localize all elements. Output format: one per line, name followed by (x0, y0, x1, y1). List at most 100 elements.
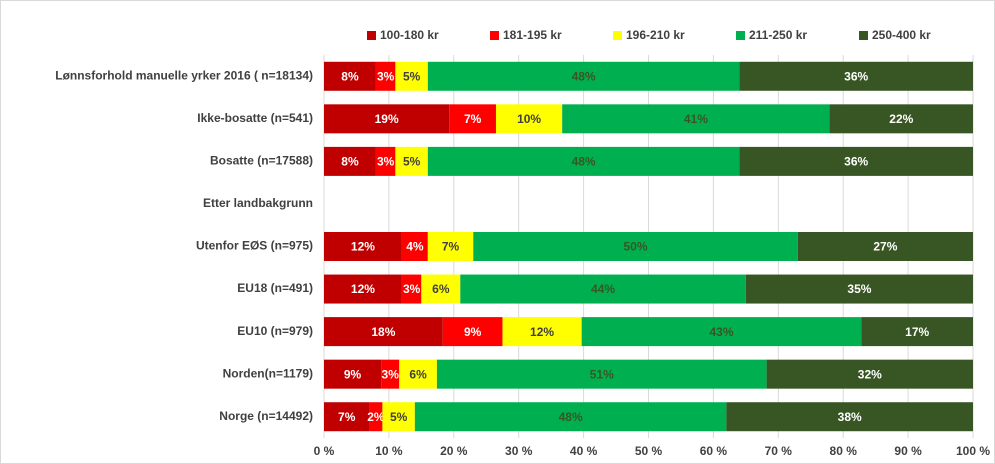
x-tick-label: 20 % (440, 444, 468, 458)
y-tick-label: EU18 (n=491) (237, 281, 313, 295)
data-label: 8% (341, 155, 359, 169)
data-label: 48% (572, 155, 596, 169)
bar-segment (369, 402, 383, 432)
data-label: 3% (382, 367, 400, 381)
bar-segment (739, 146, 973, 176)
bar-segment (427, 146, 740, 176)
data-label: 48% (559, 410, 583, 424)
data-label: 7% (442, 240, 460, 254)
bar-segment (766, 359, 973, 389)
x-tick-label: 0 % (314, 444, 335, 458)
data-label: 17% (905, 325, 929, 339)
bar-segment (442, 317, 503, 347)
x-tick-label: 10 % (375, 444, 403, 458)
bar-segment (401, 274, 422, 304)
data-label: 12% (530, 325, 554, 339)
data-label: 3% (377, 155, 395, 169)
bar-segment (324, 61, 376, 91)
legend-swatch (367, 31, 376, 40)
bar-segment (436, 359, 767, 389)
bar-segment (745, 274, 973, 304)
data-label: 5% (403, 69, 421, 83)
x-tick-label: 60 % (700, 444, 728, 458)
legend-label: 250-400 kr (872, 28, 931, 42)
data-label: 19% (375, 112, 399, 126)
bar-segment (375, 61, 396, 91)
bar-segment (449, 104, 496, 134)
legend-swatch (736, 31, 745, 40)
bar-segment (861, 317, 973, 347)
data-label: 9% (464, 325, 482, 339)
data-label: 18% (371, 325, 395, 339)
bar-segment (382, 402, 415, 432)
data-label: 32% (858, 367, 882, 381)
bar-segment (395, 61, 428, 91)
bar-segment (829, 104, 973, 134)
x-tick-label: 80 % (830, 444, 858, 458)
bar-segment (562, 104, 830, 134)
bar-segment (581, 317, 862, 347)
bar-segment (324, 146, 376, 176)
legend-label: 100-180 kr (380, 28, 439, 42)
x-tick-label: 50 % (635, 444, 663, 458)
data-label: 3% (403, 282, 421, 296)
bar-segment (495, 104, 563, 134)
bar-segment (797, 232, 973, 261)
data-label: 38% (838, 410, 862, 424)
data-label: 9% (344, 367, 362, 381)
x-tick-label: 70 % (765, 444, 793, 458)
bar-segment (427, 61, 740, 91)
bar-segment (421, 274, 461, 304)
x-tick-label: 100 % (956, 444, 990, 458)
bar-segment (401, 232, 428, 261)
legend-label: 211-250 kr (749, 28, 807, 42)
bar-segment (427, 232, 474, 261)
data-label: 41% (684, 112, 708, 126)
bar-segment (399, 359, 437, 389)
y-tick-label: Etter landbakgrunn (203, 196, 313, 210)
data-label: 44% (591, 282, 615, 296)
data-label: 4% (406, 240, 424, 254)
data-label: 5% (403, 155, 421, 169)
y-tick-label: Norden(n=1179) (223, 366, 313, 380)
bar-segment (473, 232, 798, 261)
legend-swatch (613, 31, 622, 40)
x-tick-label: 90 % (894, 444, 922, 458)
y-tick-label: Ikke-bosatte (n=541) (197, 111, 313, 125)
bar-segment (726, 402, 973, 432)
bar-segment (375, 146, 396, 176)
bar-segment (395, 146, 428, 176)
x-tick-label: 40 % (570, 444, 598, 458)
y-tick-label: Utenfor EØS (n=975) (196, 239, 313, 253)
data-label: 36% (844, 69, 868, 83)
bar-segment (460, 274, 746, 304)
bar-segment (381, 359, 400, 389)
data-label: 12% (351, 282, 375, 296)
bar-segment (502, 317, 582, 347)
bar-segment (414, 402, 727, 432)
bar-segment (324, 402, 370, 432)
data-label: 3% (377, 69, 395, 83)
data-label: 27% (873, 240, 897, 254)
bar-segment (324, 359, 382, 389)
legend-swatch (490, 31, 499, 40)
bar-segment (324, 317, 443, 347)
bar-segment (324, 274, 402, 304)
data-label: 2% (367, 410, 385, 424)
data-label: 51% (590, 367, 614, 381)
y-tick-label: EU10 (n=979) (237, 324, 313, 338)
data-label: 12% (351, 240, 375, 254)
y-tick-label: Bosatte (n=17588) (210, 154, 313, 168)
data-label: 22% (889, 112, 913, 126)
y-tick-label: Norge (n=14492) (219, 409, 313, 423)
data-label: 7% (464, 112, 482, 126)
data-label: 6% (409, 367, 427, 381)
data-label: 43% (709, 325, 733, 339)
bar-segment (739, 61, 973, 91)
data-label: 7% (338, 410, 356, 424)
data-label: 50% (624, 240, 648, 254)
data-label: 48% (572, 69, 596, 83)
bar-segment (324, 232, 402, 261)
legend-label: 196-210 kr (626, 28, 685, 42)
